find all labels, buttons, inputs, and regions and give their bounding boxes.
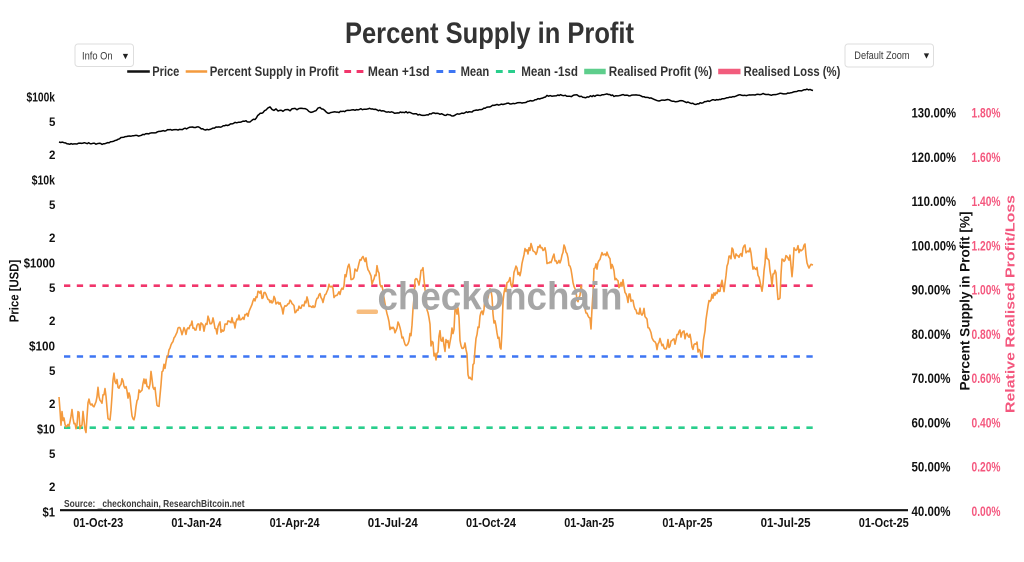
svg-text:01-Jul-25: 01-Jul-25 bbox=[761, 516, 811, 530]
svg-text:90.00%: 90.00% bbox=[912, 283, 951, 298]
svg-text:▼: ▼ bbox=[121, 51, 130, 61]
svg-text:Mean: Mean bbox=[461, 64, 490, 79]
svg-text:100.00%: 100.00% bbox=[912, 238, 957, 253]
svg-text:50.00%: 50.00% bbox=[912, 460, 951, 475]
svg-text:60.00%: 60.00% bbox=[912, 415, 951, 430]
svg-text:2: 2 bbox=[49, 233, 55, 245]
svg-text:$100: $100 bbox=[29, 339, 55, 354]
svg-text:Relative Realised Profit/Loss: Relative Realised Profit/Loss bbox=[1003, 195, 1018, 413]
svg-text:01-Jan-25: 01-Jan-25 bbox=[564, 516, 614, 530]
svg-text:0.40%: 0.40% bbox=[972, 415, 1001, 430]
svg-text:2: 2 bbox=[49, 399, 55, 411]
svg-text:2: 2 bbox=[49, 150, 55, 162]
svg-text:$100k: $100k bbox=[27, 90, 56, 105]
svg-text:0.00%: 0.00% bbox=[972, 504, 1001, 519]
svg-text:2: 2 bbox=[49, 482, 55, 494]
svg-text:Default Zoom: Default Zoom bbox=[854, 50, 909, 62]
svg-text:120.00%: 120.00% bbox=[912, 150, 957, 165]
svg-text:5: 5 bbox=[49, 200, 56, 212]
svg-text:130.00%: 130.00% bbox=[912, 106, 957, 121]
svg-text:Mean -1sd: Mean -1sd bbox=[521, 64, 578, 79]
svg-text:1.40%: 1.40% bbox=[972, 194, 1001, 209]
svg-text:01-Apr-25: 01-Apr-25 bbox=[662, 516, 712, 530]
svg-text:Percent Supply in Profit: Percent Supply in Profit bbox=[345, 17, 634, 50]
svg-text:Realised Profit (%): Realised Profit (%) bbox=[609, 64, 713, 79]
svg-text:$10: $10 bbox=[37, 422, 55, 437]
svg-text:Source: _checkonchain, Researc: Source: _checkonchain, ResearchBitcoin.n… bbox=[64, 498, 245, 510]
svg-text:5: 5 bbox=[49, 366, 56, 378]
svg-text:1.60%: 1.60% bbox=[972, 150, 1001, 165]
svg-text:Percent Supply in Profit: Percent Supply in Profit bbox=[210, 64, 339, 79]
svg-text:01-Jan-24: 01-Jan-24 bbox=[171, 516, 221, 530]
svg-text:01-Jul-24: 01-Jul-24 bbox=[368, 516, 418, 530]
svg-text:$1000: $1000 bbox=[24, 256, 55, 271]
svg-text:$1: $1 bbox=[43, 505, 56, 520]
svg-text:5: 5 bbox=[49, 117, 56, 129]
svg-text:Price [USD]: Price [USD] bbox=[8, 260, 22, 323]
svg-text:Realised Loss (%): Realised Loss (%) bbox=[744, 64, 841, 79]
svg-text:1.80%: 1.80% bbox=[972, 106, 1001, 121]
svg-text:1.20%: 1.20% bbox=[972, 238, 1001, 253]
svg-text:01-Apr-24: 01-Apr-24 bbox=[270, 516, 320, 530]
svg-text:▼: ▼ bbox=[922, 51, 931, 61]
svg-text:Info On: Info On bbox=[82, 51, 113, 63]
svg-text:01-Oct-25: 01-Oct-25 bbox=[859, 516, 909, 530]
svg-text:40.00%: 40.00% bbox=[912, 504, 951, 519]
svg-text:01-Oct-24: 01-Oct-24 bbox=[466, 516, 516, 530]
svg-text:110.00%: 110.00% bbox=[912, 194, 957, 209]
svg-text:checkonchain: checkonchain bbox=[378, 276, 623, 319]
svg-text:Percent Supply in Profit [%]: Percent Supply in Profit [%] bbox=[958, 212, 973, 391]
svg-text:5: 5 bbox=[49, 449, 56, 461]
svg-text:1.00%: 1.00% bbox=[972, 283, 1001, 298]
svg-text:0.60%: 0.60% bbox=[972, 371, 1001, 386]
svg-text:Price: Price bbox=[152, 64, 179, 79]
svg-text:0.80%: 0.80% bbox=[972, 327, 1001, 342]
svg-text:70.00%: 70.00% bbox=[912, 371, 951, 386]
svg-text:80.00%: 80.00% bbox=[912, 327, 951, 342]
svg-text:Mean +1sd: Mean +1sd bbox=[368, 64, 430, 79]
svg-text:5: 5 bbox=[49, 283, 56, 295]
svg-text:2: 2 bbox=[49, 316, 55, 328]
svg-text:$10k: $10k bbox=[32, 173, 56, 188]
svg-text:01-Oct-23: 01-Oct-23 bbox=[73, 516, 123, 530]
svg-text:0.20%: 0.20% bbox=[972, 460, 1001, 475]
